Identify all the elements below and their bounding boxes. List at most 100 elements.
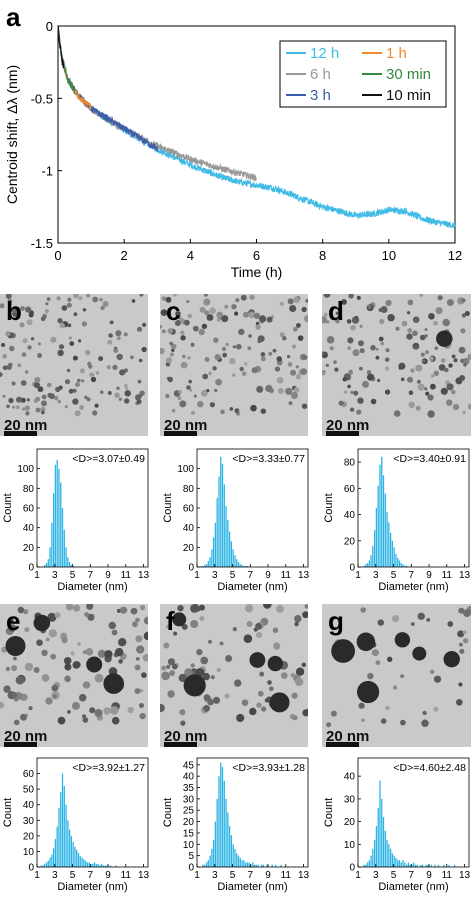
histogram-bar	[52, 848, 55, 867]
tem-image-f: 20 nm	[160, 604, 308, 747]
histogram-bar	[448, 864, 450, 867]
histogram-bar	[42, 865, 44, 867]
histogram-bar	[88, 862, 90, 867]
histogram-bar	[397, 860, 399, 867]
panel-letter-b: b	[6, 296, 22, 326]
histogram-bar	[372, 848, 374, 867]
y-tick-label: 80	[23, 484, 35, 495]
histogram-bar	[104, 865, 106, 867]
histogram-bar	[246, 862, 249, 867]
histogram-bar	[225, 506, 227, 567]
histogram-bar	[393, 547, 395, 567]
histogram-bar	[363, 565, 365, 567]
histogram-bar	[404, 862, 406, 867]
histogram-bar	[216, 798, 218, 868]
histogram-bar	[202, 566, 204, 567]
y-axis-label: Count	[2, 798, 14, 827]
particles	[322, 294, 471, 418]
scale-bar	[4, 431, 37, 436]
histogram-bar	[363, 864, 365, 867]
histogram-bar	[207, 860, 209, 867]
x-tick-label: 5	[391, 570, 397, 581]
histogram-bar	[204, 565, 206, 567]
y-tick-label: 40	[344, 510, 356, 521]
histogram-bar	[230, 835, 233, 867]
x-axis-label: Diameter (nm)	[217, 581, 287, 593]
histogram-bar	[253, 864, 256, 867]
histogram-bar	[106, 865, 108, 867]
x-tick-label: 5	[70, 570, 76, 581]
histogram-bar	[47, 559, 49, 567]
x-axis-label: Diameter (nm)	[378, 881, 448, 893]
legend-label: 6 h	[310, 66, 331, 83]
y-tick-label: 0	[46, 19, 53, 34]
x-tick-label: 5	[391, 870, 397, 881]
histogram-frame	[357, 448, 470, 568]
histogram-bar	[373, 530, 376, 567]
y-tick-label: 40	[23, 523, 35, 534]
histogram-bar	[68, 562, 71, 567]
histogram-bar	[402, 860, 404, 867]
histogram-bar	[102, 865, 104, 867]
histogram-bar	[223, 780, 225, 867]
panel-letter-f: f	[166, 606, 175, 636]
scale-bar-label: 20 nm	[4, 728, 48, 745]
x-tick-label: 13	[459, 570, 471, 581]
histogram-bar	[95, 863, 97, 867]
histogram-bar	[255, 864, 257, 867]
x-tick-label: 9	[105, 870, 111, 881]
x-tick-label: 13	[459, 870, 471, 881]
x-tick-label: 4	[187, 248, 194, 263]
histogram-bar	[243, 566, 245, 567]
histogram-bar	[393, 855, 395, 867]
histogram-bar	[388, 844, 390, 867]
histogram-frame	[196, 757, 309, 868]
histogram-bar	[381, 456, 383, 567]
particles	[0, 294, 147, 417]
histogram-bar	[205, 564, 208, 567]
histogram-bar	[243, 860, 245, 867]
histogram-bar	[236, 559, 238, 567]
histogram-bar	[368, 860, 370, 867]
histogram-bar	[382, 817, 385, 867]
histogram-bar	[366, 563, 369, 567]
histogram-bar	[86, 862, 89, 867]
x-tick-label: 6	[253, 248, 260, 263]
panel-letter-c: c	[166, 296, 181, 326]
y-axis-label: Count	[162, 493, 174, 522]
histogram-bar	[45, 862, 48, 867]
histogram-bar	[99, 865, 101, 867]
y-axis-label: Centroid shift, Δλ (nm)	[4, 65, 20, 204]
histogram-bar	[65, 547, 67, 567]
histogram-bar	[395, 553, 397, 567]
y-tick-label: 40	[183, 772, 195, 783]
scale-bar-label: 20 nm	[4, 417, 48, 434]
histogram-bar	[372, 546, 374, 567]
x-tick-label: 8	[319, 248, 326, 263]
histogram-bar	[44, 863, 46, 867]
histogram-bar	[228, 826, 231, 868]
histogram-bar	[207, 561, 209, 567]
histogram-bar	[90, 863, 92, 867]
histogram-bar	[214, 821, 217, 867]
mean-diameter-annotation: <D>=3.92±1.27	[72, 762, 145, 774]
histogram-bar	[427, 864, 429, 867]
histogram-bar	[60, 792, 62, 867]
tem-image-d: 20 nm	[322, 294, 471, 436]
histogram-bar	[68, 829, 71, 867]
y-tick-label: 0	[188, 563, 194, 574]
histogram-bar	[44, 565, 46, 567]
y-tick-label: 35	[183, 783, 195, 794]
legend-label: 1 h	[386, 45, 407, 62]
histogram-bar	[236, 853, 238, 868]
histogram-frame	[357, 757, 470, 868]
histogram-bar	[241, 860, 243, 867]
y-tick-label: 20	[23, 543, 35, 554]
histogram-bar	[379, 464, 381, 567]
histogram-bar	[61, 773, 64, 867]
histogram-bar	[52, 493, 55, 567]
legend-label: 12 h	[310, 45, 339, 62]
y-tick-label: 100	[17, 464, 34, 475]
